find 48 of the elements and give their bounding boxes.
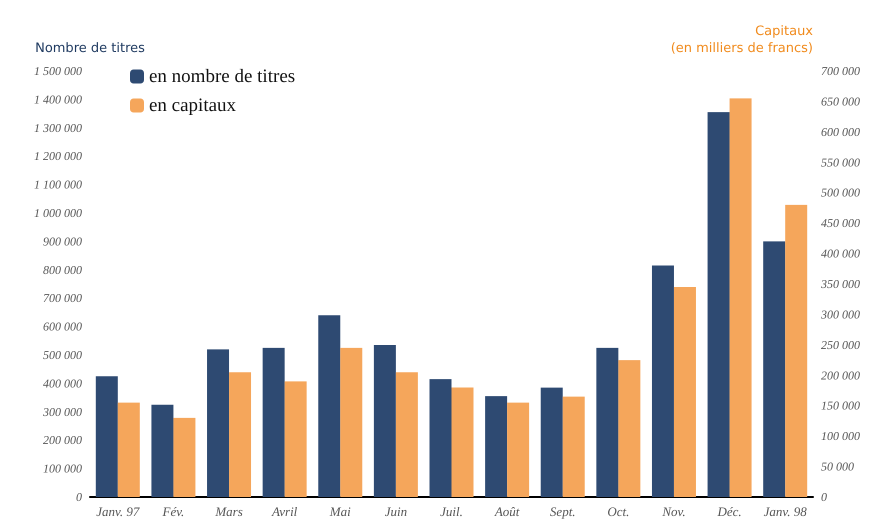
y2-tick-label: 100 000: [821, 429, 860, 444]
y2-tick-label: 500 000: [821, 186, 860, 200]
legend-label: en nombre de titres: [149, 66, 296, 87]
legend-label: en capitaux: [149, 95, 237, 116]
y2-tick-label: 300 000: [820, 307, 860, 322]
y-tick-label: 900 000: [43, 234, 82, 248]
y2-tick-label: 700 000: [821, 64, 860, 78]
x-tick-label: Janv. 97: [96, 504, 140, 519]
x-tick-label: Avril: [271, 504, 298, 519]
y2-tick-label: 550 000: [821, 155, 860, 170]
x-tick-label: Oct.: [607, 504, 630, 519]
x-tick-label: Déc.: [716, 504, 742, 519]
x-tick-label: Mai: [328, 504, 352, 519]
y2-axis-title: Capitaux (en milliers de francs): [670, 24, 814, 56]
y2-tick-label: 650 000: [821, 94, 860, 108]
y-tick-label: 1 000 000: [34, 206, 82, 220]
y-tick-label: 1 200 000: [34, 149, 82, 164]
y2-tick-label: 450 000: [821, 216, 860, 230]
x-tick-label: Sept.: [550, 504, 576, 519]
y-tick-label: 800 000: [43, 262, 82, 277]
x-tick-label: Nov.: [661, 504, 686, 519]
y-tick-label: 1 100 000: [34, 178, 82, 192]
x-tick-label: Juil.: [440, 504, 463, 519]
x-tick-label: Août: [494, 504, 520, 519]
x-tick-label: Mars: [214, 504, 243, 519]
y2-tick-label: 200 000: [821, 368, 860, 382]
y-tick-label: 600 000: [43, 320, 82, 334]
y-tick-label: 400 000: [43, 376, 82, 390]
y-tick-label: 300 000: [42, 404, 82, 419]
y-tick-label: 1 400 000: [34, 92, 82, 106]
y2-tick-label: 400 000: [821, 246, 860, 261]
y-tick-label: 1 500 000: [34, 64, 82, 78]
y2-tick-label: 50 000: [821, 460, 854, 474]
y2-tick-label: 0: [821, 490, 827, 504]
y-tick-label: 200 000: [43, 433, 82, 448]
x-tick-label: Janv. 98: [764, 504, 808, 519]
y-tick-label: 1 300 000: [34, 120, 82, 135]
y-tick-label: 700 000: [43, 291, 82, 306]
y-tick-label: 100 000: [43, 462, 82, 476]
y2-tick-label: 150 000: [821, 398, 860, 413]
y-axis-title: Nombre de titres: [35, 41, 146, 56]
y2-tick-label: 250 000: [821, 338, 860, 352]
y2-tick-label: 350 000: [820, 277, 860, 291]
x-tick-label: Fév.: [162, 504, 184, 519]
y-tick-label: 0: [76, 490, 82, 504]
x-tick-label: Juin: [384, 504, 408, 519]
y2-tick-label: 600 000: [821, 124, 860, 139]
y-tick-label: 500 000: [43, 348, 82, 362]
